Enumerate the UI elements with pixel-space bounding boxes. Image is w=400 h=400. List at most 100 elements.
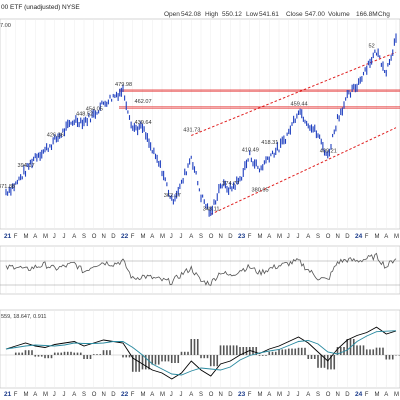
chart-title: 00 ETF (unadjusted) NYSE <box>1 4 80 11</box>
x-axis-tick-label: F <box>248 392 252 398</box>
x-axis-tick-label: M <box>43 234 48 240</box>
x-axis-tick-label: M <box>160 392 165 398</box>
x-axis-tick-label: F <box>131 234 135 240</box>
x-axis-tick-label: M <box>375 234 380 240</box>
price-label: 462.07 <box>135 99 152 105</box>
x-axis-tick-label: M <box>277 392 282 398</box>
rsi-panel <box>0 245 400 295</box>
x-axis-tick-label: 24 <box>355 391 363 398</box>
x-axis-tick-label: 23 <box>238 233 246 240</box>
x-axis-tick-label: J <box>287 234 290 240</box>
x-axis-tick-label: A <box>384 392 388 398</box>
x-axis-tick-label: J <box>297 392 300 398</box>
header-bar <box>0 0 400 17</box>
x-axis-tick-label: N <box>102 234 106 240</box>
x-axis-tick-label: F <box>131 392 135 398</box>
low-label: Low <box>246 11 258 18</box>
x-axis-tick-label: O <box>92 234 97 240</box>
resistance-levels <box>119 89 400 109</box>
x-axis-tick-label: A <box>189 392 193 398</box>
x-axis-tick-label: J <box>297 234 300 240</box>
x-axis-tick-label: 24 <box>355 233 363 240</box>
price-label: 409.21 <box>320 149 337 155</box>
x-axis-tick-label: N <box>219 234 223 240</box>
x-axis-tick-label: J <box>63 234 66 240</box>
x-axis-tick-label: 22 <box>121 233 129 240</box>
x-axis-tick-label: N <box>102 392 106 398</box>
x-axis-tick-label: O <box>209 234 214 240</box>
x-axis-tick-label: J <box>53 234 56 240</box>
x-axis-tick-label: M <box>141 234 146 240</box>
price-label: 380.65 <box>252 188 269 194</box>
x-axis-tick-label: M <box>394 392 399 398</box>
x-axis-tick-label: D <box>111 392 116 398</box>
x-axis-tick-label: J <box>287 392 290 398</box>
price-label: 371.88 <box>0 184 15 190</box>
x-axis-tick-label: O <box>326 392 331 398</box>
macd-signal-line <box>5 330 397 376</box>
x-axis-tick-label: M <box>375 392 380 398</box>
price-label: 454.05 <box>86 106 103 112</box>
price-label: 374.77 <box>222 181 239 187</box>
price-label: 410.49 <box>242 148 259 154</box>
high-value: 550.12 <box>222 11 242 18</box>
price-label: 479.98 <box>115 82 132 88</box>
x-axis-tick-label: M <box>160 234 165 240</box>
x-axis-tick-label: M <box>277 234 282 240</box>
x-axis-tick-label: M <box>24 392 29 398</box>
price-label: 362.17 <box>164 193 181 199</box>
x-axis-tick-label: A <box>33 392 37 398</box>
high-label: High <box>205 11 219 18</box>
rsi-indicator <box>0 252 400 286</box>
x-axis-tick-label: M <box>24 234 29 240</box>
price-label: 431.73 <box>183 128 200 134</box>
x-axis-tick-label: A <box>306 234 310 240</box>
open-label: Open <box>164 11 180 18</box>
x-axis-tick-label: D <box>228 392 233 398</box>
price-bars <box>5 33 397 217</box>
volume-value: 166.8M <box>356 11 378 18</box>
x-axis-tick-label: A <box>384 234 388 240</box>
x-axis-tick-label: O <box>326 234 331 240</box>
x-axis-tick-label: F <box>365 392 369 398</box>
x-axis-tick-label: J <box>170 234 173 240</box>
channel-upper-line <box>191 51 397 136</box>
x-axis-tick-label: 21 <box>4 391 12 398</box>
x-axis-tick-label: D <box>228 234 233 240</box>
x-axis-tick-label: M <box>258 234 263 240</box>
x-axis-tick-label: S <box>82 392 86 398</box>
x-axis-tick-label: A <box>72 234 76 240</box>
x-axis-price: 21 F M A M J J A S O N D 22 F M A M J J A S O N D 23 F M A M J J A S O N D 2… <box>4 233 399 240</box>
price-label: 394.17 <box>18 163 35 169</box>
x-axis-bottom: 21 F M A M J J A S O N D 22 F M A M J J A S O N D 23 F M A M J J A S O N D 2… <box>4 391 399 398</box>
channel-lower-line <box>210 127 397 215</box>
x-axis-tick-label: A <box>150 234 154 240</box>
trend-channel <box>191 51 397 215</box>
x-axis-tick-label: J <box>170 392 173 398</box>
x-axis-tick-label: F <box>365 234 369 240</box>
price-label: 448.52 <box>76 112 93 118</box>
macd-line <box>5 326 397 380</box>
x-axis-tick-label: J <box>180 234 183 240</box>
x-axis-tick-label: D <box>111 234 116 240</box>
open-value: 542.08 <box>181 11 201 18</box>
x-axis-tick-label: S <box>316 392 320 398</box>
x-axis-tick-label: M <box>43 392 48 398</box>
x-axis-tick-label: N <box>336 234 340 240</box>
x-axis-tick-label: A <box>33 234 37 240</box>
x-axis-tick-label: O <box>92 392 97 398</box>
x-axis-tick-label: 23 <box>238 391 246 398</box>
x-axis-tick-label: 21 <box>4 233 12 240</box>
price-label: 348.11 <box>203 206 220 212</box>
macd-label: 559, 18.647, 0.911 <box>1 314 46 320</box>
macd-indicator <box>0 326 400 380</box>
x-axis-tick-label: O <box>209 392 214 398</box>
macd-panel <box>0 309 400 389</box>
x-axis-tick-label: A <box>189 234 193 240</box>
close-value: 547.00 <box>305 11 325 18</box>
price-label: 439.64 <box>135 120 152 126</box>
rsi-line <box>5 252 397 286</box>
x-axis-tick-label: F <box>14 234 18 240</box>
price-label: 418.31 <box>261 140 278 146</box>
